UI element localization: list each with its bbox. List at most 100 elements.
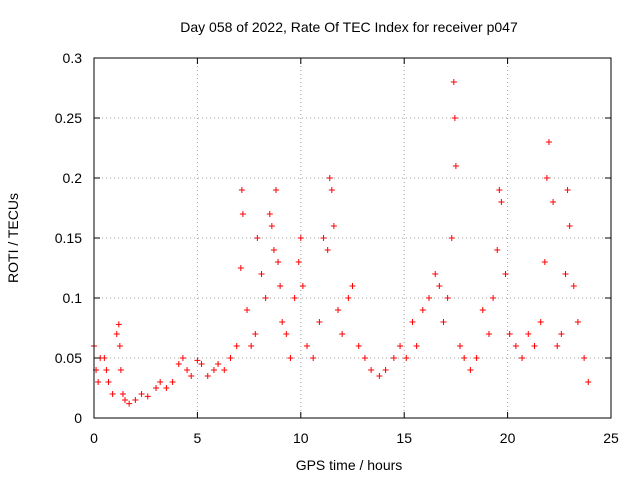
data-point bbox=[116, 343, 123, 349]
data-point bbox=[349, 283, 356, 289]
data-point bbox=[403, 355, 410, 361]
data-point bbox=[570, 283, 577, 289]
grid-layer bbox=[94, 58, 611, 418]
data-point bbox=[419, 307, 426, 313]
data-point bbox=[215, 361, 222, 367]
data-point bbox=[457, 343, 464, 349]
y-tick-label: 0.25 bbox=[55, 110, 82, 126]
data-point bbox=[237, 265, 244, 271]
data-point bbox=[550, 199, 557, 205]
data-point bbox=[554, 343, 561, 349]
data-point bbox=[581, 355, 588, 361]
data-point bbox=[512, 343, 519, 349]
data-point bbox=[153, 385, 160, 391]
data-point bbox=[490, 295, 497, 301]
data-point bbox=[531, 343, 538, 349]
data-point bbox=[467, 367, 474, 373]
x-tick-label: 25 bbox=[603, 430, 619, 446]
data-point bbox=[541, 259, 548, 265]
data-point bbox=[291, 295, 298, 301]
data-point bbox=[473, 355, 480, 361]
data-point bbox=[283, 331, 290, 337]
data-point bbox=[543, 175, 550, 181]
y-tick-label: 0.1 bbox=[63, 290, 83, 306]
data-point bbox=[210, 367, 217, 373]
data-point bbox=[272, 187, 279, 193]
data-point bbox=[169, 379, 176, 385]
data-point bbox=[254, 235, 261, 241]
data-point bbox=[184, 367, 191, 373]
data-point bbox=[335, 307, 342, 313]
data-point bbox=[326, 175, 333, 181]
data-point bbox=[390, 355, 397, 361]
data-point bbox=[126, 400, 133, 407]
data-point bbox=[115, 321, 122, 328]
data-point bbox=[194, 357, 201, 364]
data-point bbox=[262, 295, 269, 301]
data-point bbox=[330, 223, 337, 229]
data-point bbox=[204, 373, 211, 379]
data-point bbox=[574, 319, 581, 325]
data-point bbox=[316, 319, 323, 325]
data-point bbox=[268, 223, 275, 229]
axis-ticks: 0 5 10 15 20 25 0 0.05 0.1 0.15 0.2 0.25 0.3 bbox=[55, 50, 619, 446]
data-point bbox=[138, 391, 145, 397]
data-point bbox=[95, 379, 102, 385]
x-tick-label: 10 bbox=[293, 430, 309, 446]
data-point bbox=[562, 271, 569, 277]
data-point bbox=[382, 367, 389, 373]
data-point bbox=[502, 271, 509, 277]
data-point bbox=[221, 367, 228, 373]
data-point bbox=[227, 355, 234, 361]
data-point bbox=[105, 379, 112, 385]
data-point bbox=[275, 259, 282, 265]
data-points bbox=[91, 79, 592, 407]
data-point bbox=[328, 187, 335, 193]
data-point bbox=[448, 235, 455, 241]
data-point bbox=[485, 331, 492, 337]
x-tick-label: 15 bbox=[396, 430, 412, 446]
data-point bbox=[519, 355, 526, 361]
data-point bbox=[440, 319, 447, 325]
data-point bbox=[252, 331, 259, 337]
data-point bbox=[506, 331, 513, 337]
data-point bbox=[413, 343, 420, 349]
data-point bbox=[198, 361, 205, 367]
data-point bbox=[426, 295, 433, 301]
x-tick-label: 0 bbox=[90, 430, 98, 446]
data-point bbox=[188, 373, 195, 379]
data-point bbox=[101, 355, 108, 361]
data-point bbox=[238, 187, 245, 193]
data-point bbox=[299, 283, 306, 289]
y-tick-label: 0.15 bbox=[55, 230, 82, 246]
data-point bbox=[266, 211, 273, 217]
data-point bbox=[496, 187, 503, 193]
x-tick-label: 20 bbox=[500, 430, 516, 446]
data-point bbox=[564, 187, 571, 193]
y-tick-label: 0.2 bbox=[63, 170, 83, 186]
data-point bbox=[117, 367, 124, 373]
data-point bbox=[537, 319, 544, 325]
data-point bbox=[179, 355, 186, 361]
data-point bbox=[368, 367, 375, 373]
data-point bbox=[295, 259, 302, 265]
data-point bbox=[461, 355, 468, 361]
data-point bbox=[277, 283, 284, 289]
data-point bbox=[498, 199, 505, 205]
data-point bbox=[451, 115, 458, 121]
data-point bbox=[409, 319, 416, 325]
data-point bbox=[132, 397, 139, 403]
data-point bbox=[432, 271, 439, 277]
data-point bbox=[163, 385, 170, 391]
data-point bbox=[494, 247, 501, 253]
data-point bbox=[279, 319, 286, 325]
data-point bbox=[239, 211, 246, 217]
chart-title: Day 058 of 2022, Rate Of TEC Index for r… bbox=[180, 19, 518, 35]
y-tick-label: 0.3 bbox=[63, 50, 83, 66]
y-axis-label: ROTI / TECUs bbox=[5, 193, 21, 283]
data-point bbox=[558, 331, 565, 337]
data-point bbox=[119, 391, 126, 397]
data-point bbox=[339, 331, 346, 337]
data-point bbox=[270, 247, 277, 253]
plot-frame bbox=[93, 57, 612, 419]
